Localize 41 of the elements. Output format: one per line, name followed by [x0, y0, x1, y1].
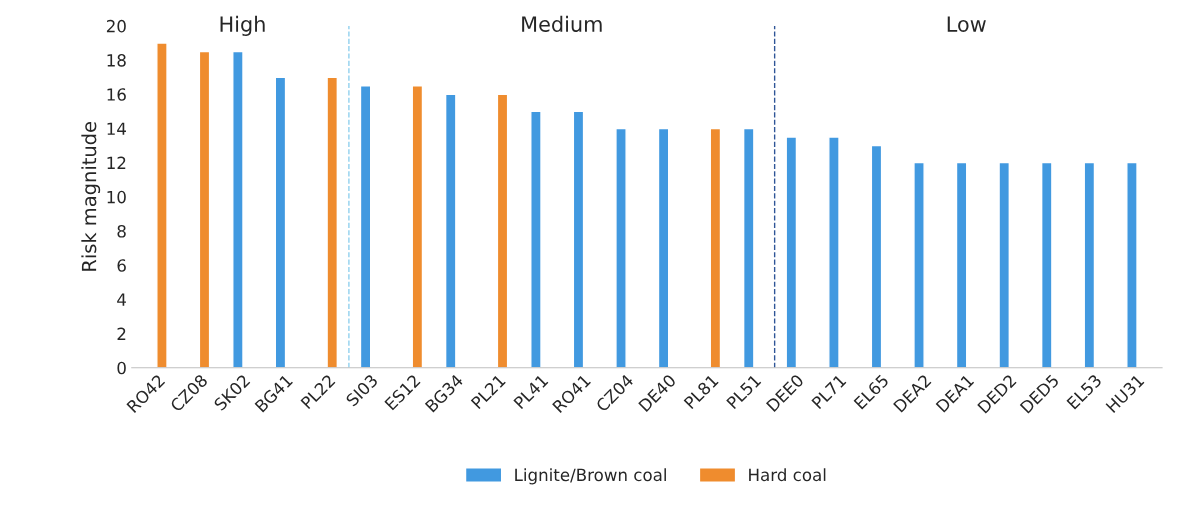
bar	[198, 50, 211, 368]
y-tick-label: 18	[107, 54, 126, 67]
bar	[496, 93, 509, 368]
bar	[742, 127, 755, 368]
annotation: High	[220, 15, 265, 36]
annotation: Medium	[522, 15, 602, 32]
y-axis-title: Risk magnitude	[81, 122, 101, 271]
bar	[955, 161, 968, 368]
bar	[444, 93, 457, 368]
bar	[828, 136, 840, 368]
legend-label: Lignite/Brown coal	[515, 468, 666, 485]
y-tick-label: 2	[117, 327, 126, 340]
y-tick-label: 0	[117, 361, 126, 375]
y-tick-label: 10	[107, 190, 126, 204]
bar	[359, 85, 372, 368]
bar	[615, 127, 627, 368]
y-tick-label: 12	[107, 156, 126, 169]
y-tick-label: 8	[117, 224, 126, 238]
bar	[1126, 161, 1138, 368]
bar	[274, 76, 287, 368]
legend-label: Hard coal	[749, 468, 826, 482]
bar	[326, 76, 339, 368]
bar	[870, 144, 883, 368]
bar	[156, 42, 168, 368]
y-tick-label: 14	[107, 122, 126, 135]
bar	[411, 85, 424, 368]
bar	[785, 136, 798, 368]
bar	[913, 161, 925, 368]
y-tick-label: 6	[117, 259, 126, 272]
annotation: Low	[947, 16, 986, 32]
bar	[657, 127, 670, 368]
bar	[1083, 161, 1096, 368]
bar	[709, 127, 722, 368]
y-tick-label: 4	[117, 293, 126, 306]
y-tick-label: 20	[106, 19, 126, 33]
bar	[232, 50, 244, 368]
bar	[530, 110, 542, 368]
bar	[1040, 161, 1053, 368]
y-tick-label: 16	[107, 88, 126, 101]
bar	[572, 110, 585, 368]
bar	[998, 161, 1011, 368]
